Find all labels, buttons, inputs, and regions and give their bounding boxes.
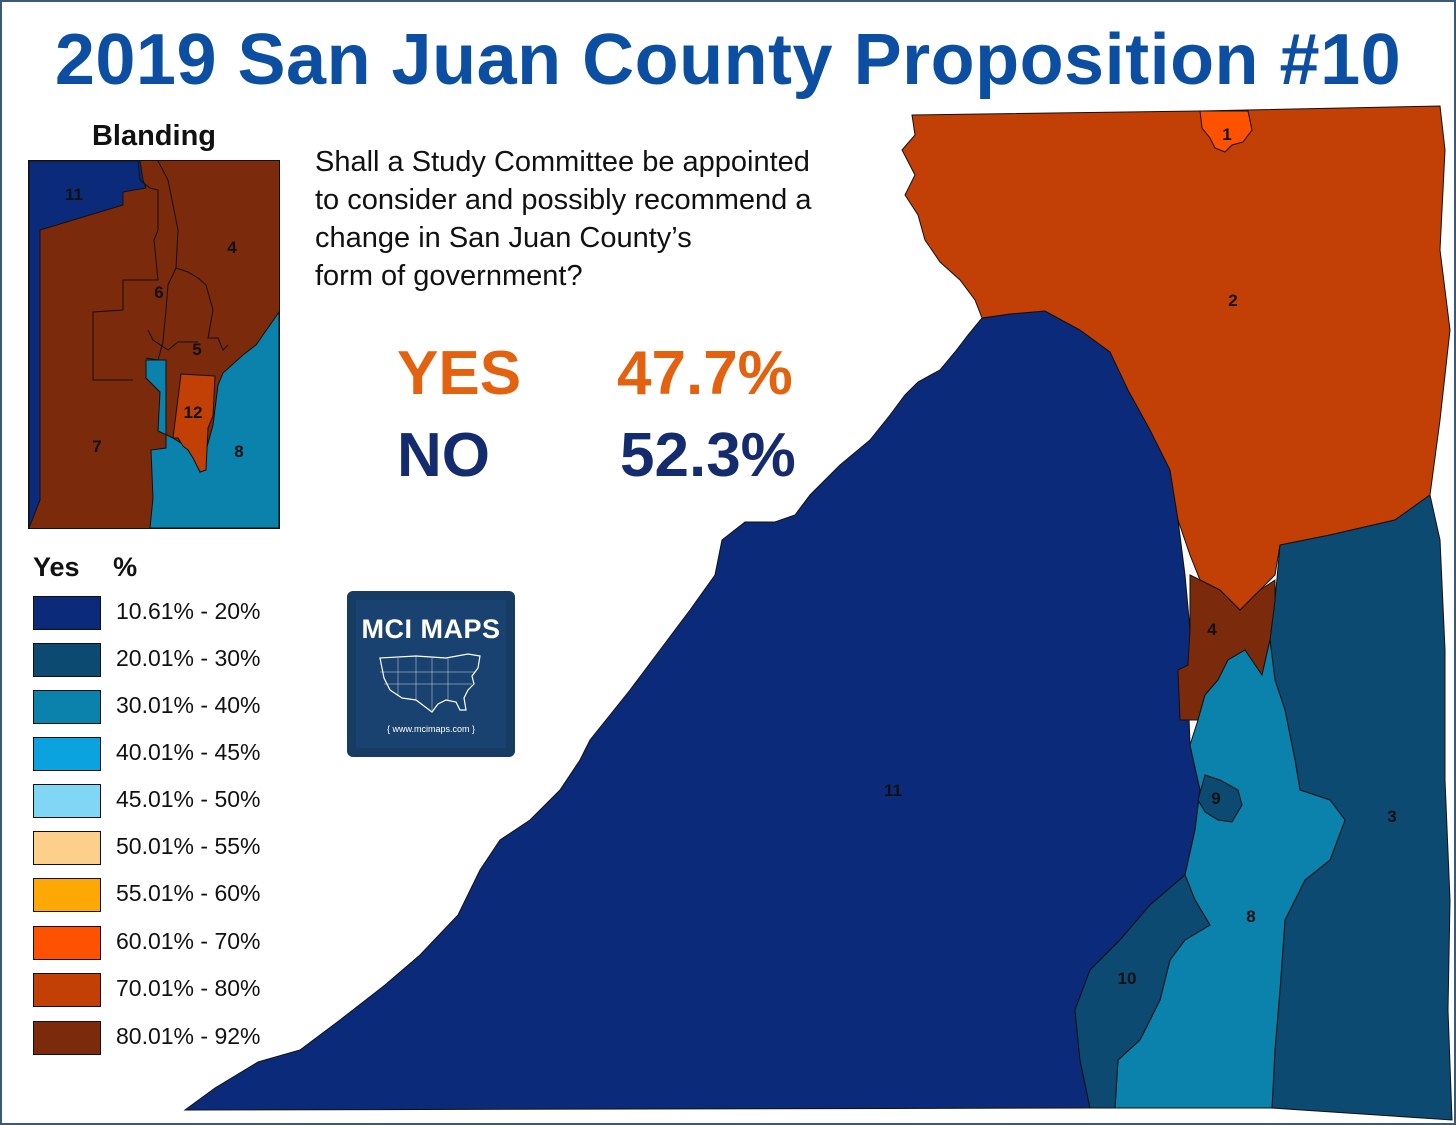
inset-district-12[interactable] xyxy=(172,373,216,473)
district-label-9: 9 xyxy=(1211,789,1220,808)
question-line: to consider and possibly recommend a xyxy=(315,184,812,216)
district-labels: 1 2 3 4 8 9 10 11 xyxy=(884,125,1397,988)
legend-label: 20.01% - 30% xyxy=(116,645,261,671)
district-label-10: 10 xyxy=(1118,969,1137,988)
legend-label: 50.01% - 55% xyxy=(116,833,261,859)
legend-label: 30.01% - 40% xyxy=(116,692,261,718)
district-9[interactable] xyxy=(1197,774,1243,823)
question-line: Shall a Study Committee be appointed xyxy=(315,146,810,178)
inset-district-labels: 11 4 6 5 12 7 8 xyxy=(65,185,244,461)
district-1[interactable] xyxy=(1199,110,1253,153)
legend-swatch xyxy=(33,690,101,724)
inset-label-7: 7 xyxy=(92,437,101,456)
legend-label: 70.01% - 80% xyxy=(116,975,261,1001)
legend-header-percent: % xyxy=(113,552,138,582)
inset-district-11[interactable] xyxy=(28,160,147,529)
legend-swatch xyxy=(33,878,101,912)
district-label-8: 8 xyxy=(1246,907,1255,926)
legend-swatch xyxy=(33,596,101,630)
question-line: change in San Juan County’s xyxy=(315,222,692,254)
legend-swatch xyxy=(33,1021,101,1055)
mci-maps-logo: MCI MAPS { www.mcimaps.com } xyxy=(350,594,512,754)
question-line: form of government? xyxy=(315,260,583,292)
yes-percentage: 47.7% xyxy=(617,339,793,408)
legend-swatch xyxy=(33,926,101,960)
inset-label-4: 4 xyxy=(227,238,237,257)
inset-title: Blanding xyxy=(91,120,217,152)
legend-swatch xyxy=(33,643,101,677)
district-10[interactable] xyxy=(1074,874,1211,1109)
no-percentage: 52.3% xyxy=(620,421,796,490)
legend-swatch xyxy=(33,737,101,771)
map-title: 2019 San Juan County Proposition #10 xyxy=(54,20,1402,100)
legend-swatch xyxy=(33,784,101,818)
legend-label: 10.61% - 20% xyxy=(116,598,261,624)
inset-label-5: 5 xyxy=(192,340,201,359)
inset-label-8: 8 xyxy=(234,442,243,461)
inset-label-6: 6 xyxy=(154,283,163,302)
district-label-3: 3 xyxy=(1387,807,1396,826)
district-2[interactable] xyxy=(901,105,1451,611)
legend-header: Yes % xyxy=(33,552,137,583)
no-label: NO xyxy=(397,421,490,490)
district-label-1: 1 xyxy=(1222,125,1231,144)
logo-title: MCI MAPS xyxy=(361,614,501,644)
legend-label: 45.01% - 50% xyxy=(116,786,261,812)
legend-label: 80.01% - 92% xyxy=(116,1023,261,1049)
legend-label: 55.01% - 60% xyxy=(116,880,261,906)
usa-map-icon xyxy=(379,653,481,713)
yes-label: YES xyxy=(397,339,522,408)
ballot-question: Shall a Study Committee be appointed to … xyxy=(315,143,915,295)
inset-label-12: 12 xyxy=(184,403,203,422)
district-label-2: 2 xyxy=(1228,291,1237,310)
legend-label: 60.01% - 70% xyxy=(116,928,261,954)
inset-label-11: 11 xyxy=(65,185,83,204)
district-11[interactable] xyxy=(183,310,1201,1111)
district-label-11: 11 xyxy=(884,781,902,800)
legend-label: 40.01% - 45% xyxy=(116,739,261,765)
legend-swatch xyxy=(33,973,101,1007)
legend-swatch xyxy=(33,831,101,865)
district-label-4: 4 xyxy=(1207,620,1217,639)
logo-url: { www.mcimaps.com } xyxy=(386,724,476,734)
blanding-inset-map: 11 4 6 5 12 7 8 xyxy=(28,160,280,529)
legend-header-yes: Yes xyxy=(33,552,80,582)
